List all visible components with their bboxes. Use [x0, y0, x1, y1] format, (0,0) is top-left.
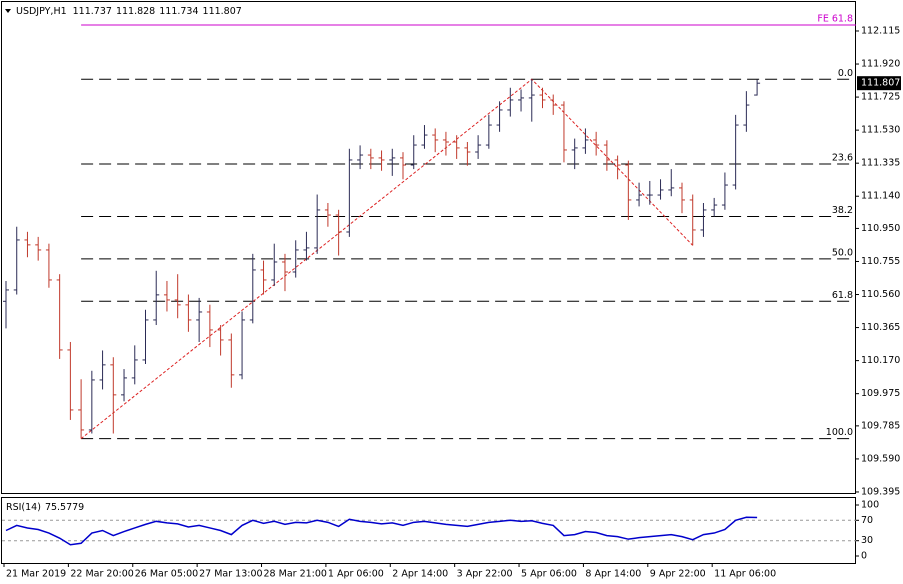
fib-label: 38.2 — [832, 205, 853, 216]
rsi-line — [5, 516, 758, 546]
y-tick-label: 109.395 — [861, 486, 900, 497]
x-tick-label: 3 Apr 22:00 — [457, 569, 513, 580]
y-tick-label: 109.975 — [861, 388, 900, 399]
y-tick-label: 112.115 — [861, 25, 900, 36]
menu-triangle — [5, 9, 11, 13]
x-tick-label: 9 Apr 22:00 — [650, 569, 706, 580]
x-tick-label: 22 Mar 20:00 — [70, 569, 133, 580]
header-high: 111.828 — [116, 6, 155, 17]
fe-label: FE 61.8 — [817, 14, 853, 25]
y-tick-label: 109.590 — [861, 453, 900, 464]
y-tick-label: 111.530 — [861, 125, 900, 136]
rsi-pane — [1, 497, 856, 564]
chart-header: USDJPY,H1 111.737 111.828 111.734 111.807 — [16, 6, 242, 17]
y-tick-label: 109.785 — [861, 420, 900, 431]
fib-label: 100.0 — [826, 427, 853, 438]
x-tick-label: 27 Mar 13:00 — [199, 569, 262, 580]
rsi-value: 75.5779 — [45, 502, 84, 513]
rsi-header: RSI(14) 75.5779 — [6, 502, 84, 513]
fib-label: 0.0 — [838, 68, 853, 79]
rsi-tick-label: 30 — [861, 535, 873, 546]
x-tick-label: 1 Apr 06:00 — [328, 569, 384, 580]
rsi-tick-label: 100 — [861, 500, 879, 511]
x-tick-label: 11 Apr 06:00 — [714, 569, 776, 580]
y-tick-label: 110.755 — [861, 256, 900, 267]
x-tick-label: 28 Mar 21:00 — [264, 569, 327, 580]
y-tick-label: 111.725 — [861, 92, 900, 103]
rsi-tick-label: 0 — [861, 551, 867, 562]
header-open: 111.737 — [73, 6, 112, 17]
x-tick-label: 8 Apr 14:00 — [585, 569, 641, 580]
x-tick-label: 2 Apr 14:00 — [392, 569, 448, 580]
symbol: USDJPY,H1 — [16, 6, 67, 17]
y-tick-label: 111.335 — [861, 158, 900, 169]
price-tag — [857, 76, 901, 91]
rsi-name: RSI(14) — [6, 502, 41, 513]
y-tick-label: 111.920 — [861, 59, 900, 70]
x-tick-label: 26 Mar 05:00 — [135, 569, 198, 580]
header-close: 111.807 — [203, 6, 242, 17]
fib-label: 50.0 — [832, 247, 853, 258]
y-tick-label: 111.140 — [861, 191, 900, 202]
fib-label: 23.6 — [832, 153, 853, 164]
y-tick-label: 110.170 — [861, 355, 900, 366]
x-tick-label: 5 Apr 06:00 — [521, 569, 577, 580]
main-pane — [1, 1, 856, 494]
rsi-tick-label: 70 — [861, 515, 873, 526]
x-tick-label: 21 Mar 2019 — [6, 569, 66, 580]
y-tick-label: 110.950 — [861, 223, 900, 234]
header-low: 111.734 — [159, 6, 198, 17]
fib-label: 61.8 — [832, 290, 853, 301]
price-tag-label: 111.807 — [861, 78, 900, 89]
y-tick-label: 110.560 — [861, 289, 900, 300]
y-tick-label: 110.365 — [861, 322, 900, 333]
